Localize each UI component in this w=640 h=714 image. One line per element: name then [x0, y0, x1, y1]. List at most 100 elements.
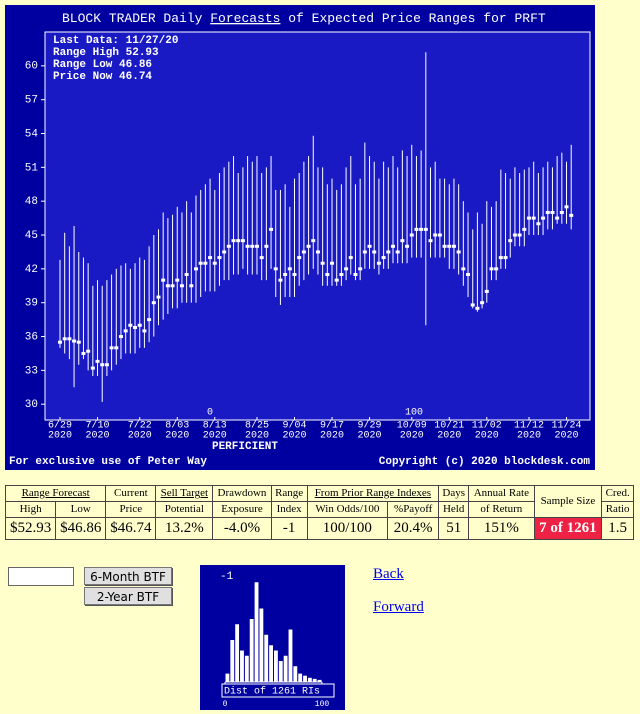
x-tick-year: 2020: [475, 431, 499, 442]
price-dot: [451, 244, 456, 248]
price-dot: [334, 278, 339, 282]
histogram-bar: [278, 661, 283, 682]
price-dot: [151, 301, 156, 305]
price-dot: [147, 318, 152, 322]
price-dot: [67, 337, 72, 341]
price-dot: [541, 216, 546, 220]
y-tick-label: 54: [25, 128, 39, 140]
histogram-bar: [317, 679, 322, 682]
header-cell: Days: [438, 485, 470, 502]
header-row: Range Forecast Current Sell Target Drawd…: [4, 485, 634, 518]
price-dot: [409, 233, 414, 237]
x-tick-label: 10/21: [434, 420, 464, 432]
info-line: Last Data: 11/27/20: [53, 35, 178, 47]
header-cell: Current: [105, 485, 157, 502]
price-dot: [231, 239, 236, 243]
value-cell: $46.74: [105, 517, 157, 540]
price-dot: [118, 335, 123, 339]
y-tick-label: 45: [25, 230, 38, 242]
price-dot: [320, 261, 325, 265]
x-tick-label: 9/04: [282, 420, 306, 432]
x-tick-label: 8/25: [245, 420, 269, 432]
price-dot: [419, 227, 424, 231]
price-dot: [395, 250, 400, 254]
subheader-cell: Held: [438, 501, 470, 518]
forward-link[interactable]: Forward: [373, 599, 424, 615]
price-dot: [189, 284, 194, 288]
back-link[interactable]: Back: [373, 566, 404, 582]
price-dot: [142, 329, 147, 333]
histogram-bar: [274, 650, 278, 682]
histogram-bar: [240, 650, 244, 682]
title-part: BLOCK TRADER Daily: [62, 11, 210, 26]
price-dot: [283, 273, 288, 276]
chart-title: BLOCK TRADER Daily Forecasts of Expected…: [62, 11, 546, 26]
marker-label: -1: [220, 571, 234, 583]
price-dot: [72, 339, 77, 343]
histogram-bar: [264, 634, 269, 682]
x-tick-label: 9/29: [358, 420, 382, 432]
six-month-button[interactable]: 6-Month BTF: [84, 567, 172, 585]
histogram-bar: [293, 666, 298, 682]
price-dot: [240, 239, 245, 243]
value-row: $52.93 $46.86 $46.74 13.2% -4.0% -1 100/…: [4, 517, 634, 540]
header-cell: Range: [270, 485, 308, 502]
price-dot: [367, 244, 372, 248]
histogram-bar: [269, 645, 273, 682]
two-year-button[interactable]: 2-Year BTF: [84, 587, 172, 605]
subheader-cell: Potential: [155, 501, 214, 518]
x-tick-label: 11/24: [552, 420, 582, 432]
price-dot: [512, 233, 517, 237]
x-tick-year: 2020: [165, 431, 189, 442]
price-dot: [494, 267, 499, 271]
price-dot: [109, 346, 114, 350]
price-dot: [254, 244, 259, 248]
price-dot: [466, 273, 471, 276]
value-cell: 7 of 1261: [533, 517, 603, 540]
header-cell[interactable]: Sell Target: [155, 485, 214, 502]
subheader-cell: Low: [55, 501, 107, 518]
price-dot: [545, 210, 550, 214]
price-dot: [175, 278, 180, 282]
price-dot: [325, 273, 330, 276]
price-dot: [376, 261, 381, 265]
price-dot: [184, 273, 189, 276]
histogram-bar: [225, 673, 230, 682]
company-name: PERFICIENT: [212, 441, 278, 453]
x-tick-label: 7/10: [86, 420, 110, 432]
price-dot: [405, 244, 410, 248]
price-dot: [250, 244, 255, 248]
header-cell[interactable]: From Prior Range Indexes: [306, 485, 440, 502]
price-dot: [456, 250, 461, 254]
x-tick-label: 11/02: [472, 420, 502, 432]
x-tick-label: 10/09: [397, 420, 427, 432]
price-dot: [536, 222, 541, 226]
price-dot: [475, 306, 480, 310]
price-dot: [527, 216, 531, 220]
histogram-bar: [254, 582, 259, 682]
x-tick-label: 8/13: [203, 420, 227, 432]
stats-table: Range Forecast Current Sell Target Drawd…: [4, 485, 634, 540]
price-dot: [203, 261, 208, 265]
price-dot: [123, 329, 128, 333]
price-dot: [311, 239, 316, 243]
price-dot: [559, 210, 564, 214]
histogram-bar: [230, 640, 235, 682]
ticker-input[interactable]: [8, 567, 74, 586]
x-tick-label: 9/17: [320, 420, 344, 432]
price-dot: [297, 256, 302, 260]
x-tick-year: 2020: [48, 431, 72, 442]
footer-left: For exclusive use of Peter Way: [9, 456, 207, 468]
histogram-bar: [259, 608, 264, 682]
price-dot: [484, 289, 489, 293]
x-tick-label: 0: [223, 700, 228, 709]
y-tick-label: 36: [25, 331, 38, 343]
header-cell[interactable]: Range Forecast: [4, 485, 107, 502]
price-dot: [414, 227, 419, 231]
price-dot: [133, 326, 138, 330]
y-tick-label: 30: [25, 399, 38, 411]
title-link[interactable]: Forecasts: [210, 11, 280, 26]
price-dot: [400, 239, 405, 243]
price-dot: [508, 239, 513, 243]
